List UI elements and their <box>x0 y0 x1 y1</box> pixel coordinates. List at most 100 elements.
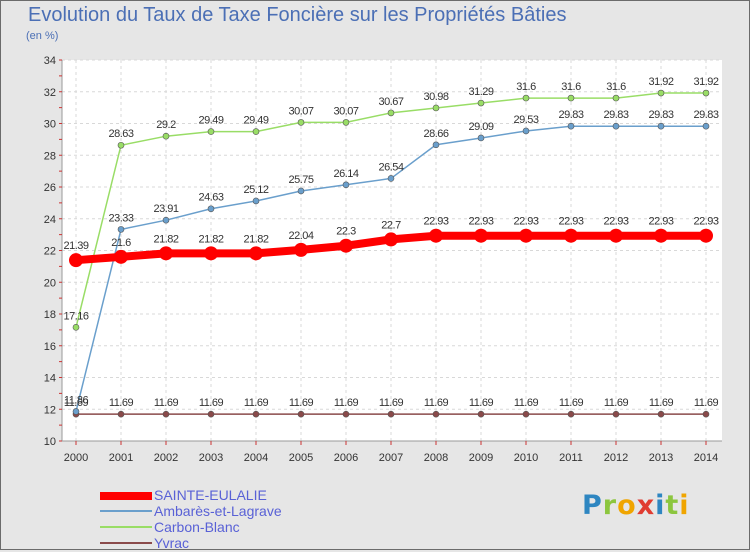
data-point <box>297 187 305 195</box>
data-point <box>477 410 485 418</box>
data-point <box>294 242 308 257</box>
data-label: 21.82 <box>153 233 178 245</box>
data-label: 31.29 <box>468 86 493 98</box>
data-point <box>432 141 440 149</box>
x-tick-label: 2010 <box>514 452 538 464</box>
data-point <box>162 410 170 418</box>
data-point <box>609 228 623 243</box>
data-label: 25.75 <box>288 174 313 186</box>
data-point <box>519 228 533 243</box>
data-point <box>654 228 668 243</box>
data-label: 11.69 <box>379 397 404 409</box>
data-point <box>657 410 665 418</box>
data-point <box>702 89 710 97</box>
x-tick-label: 2005 <box>289 452 313 464</box>
data-point <box>432 104 440 112</box>
data-point <box>387 410 395 418</box>
data-point <box>342 119 350 126</box>
y-tick-label: 16 <box>44 341 56 353</box>
data-point <box>612 94 620 102</box>
data-point <box>117 141 125 149</box>
data-point <box>297 410 305 418</box>
data-label: 21.39 <box>63 240 88 252</box>
data-label: 17.16 <box>63 310 88 322</box>
data-point <box>612 122 620 130</box>
data-label: 29.2 <box>156 119 176 131</box>
data-label: 11.69 <box>334 397 359 409</box>
data-point <box>567 410 575 418</box>
data-point <box>657 89 665 97</box>
data-point <box>564 228 578 243</box>
x-tick-label: 2008 <box>424 452 448 464</box>
data-label: 22.93 <box>558 216 583 228</box>
data-label: 21.6 <box>111 237 131 249</box>
data-point <box>342 410 350 418</box>
data-point <box>162 132 170 140</box>
data-label: 28.63 <box>108 128 133 140</box>
x-tick-label: 2001 <box>109 452 133 464</box>
data-label: 11.69 <box>289 397 314 409</box>
data-label: 24.63 <box>198 192 223 204</box>
y-tick-label: 34 <box>44 55 56 67</box>
data-point <box>117 226 125 233</box>
data-label: 29.49 <box>198 115 223 127</box>
data-label: 22.93 <box>603 216 628 228</box>
data-point <box>699 228 713 243</box>
data-point <box>204 246 218 261</box>
data-label: 11.69 <box>154 397 179 409</box>
data-point <box>114 249 128 264</box>
data-point <box>702 410 710 418</box>
data-point <box>477 134 485 142</box>
data-label: 11.69 <box>514 397 539 409</box>
data-point <box>252 197 260 205</box>
data-point <box>69 253 83 268</box>
data-label: 31.6 <box>516 81 536 93</box>
data-label: 22.93 <box>468 216 493 228</box>
data-label: 22.93 <box>648 216 673 228</box>
data-label: 30.98 <box>423 91 448 103</box>
data-label: 26.54 <box>378 161 403 173</box>
data-label: 21.82 <box>198 233 223 245</box>
data-label: 11.69 <box>64 397 89 409</box>
data-label: 29.53 <box>513 114 538 126</box>
data-point <box>522 410 530 418</box>
data-label: 21.82 <box>243 233 268 245</box>
data-label: 29.09 <box>468 121 493 133</box>
data-point <box>387 109 395 117</box>
data-point <box>72 408 80 415</box>
data-point <box>384 232 398 247</box>
x-tick-label: 2007 <box>379 452 403 464</box>
x-tick-label: 2004 <box>244 452 268 464</box>
legend-swatch <box>100 542 152 544</box>
data-label: 29.83 <box>603 109 628 121</box>
data-label: 11.86 <box>64 394 89 406</box>
data-point <box>207 410 215 418</box>
y-tick-label: 22 <box>44 246 56 258</box>
data-label: 31.92 <box>648 76 673 88</box>
y-tick-label: 30 <box>44 119 56 131</box>
x-tick-label: 2003 <box>199 452 223 464</box>
x-tick-label: 2009 <box>469 452 493 464</box>
legend-label: Ambarès-et-Lagrave <box>154 503 282 519</box>
data-point <box>207 128 215 135</box>
data-label: 30.07 <box>333 105 358 117</box>
y-tick-label: 24 <box>44 214 56 226</box>
data-label: 22.93 <box>423 216 448 228</box>
data-point <box>522 94 530 102</box>
data-label: 29.83 <box>648 109 673 121</box>
data-point <box>342 181 350 189</box>
x-tick-label: 2000 <box>64 452 88 464</box>
legend-swatch <box>100 526 152 528</box>
data-point <box>162 216 170 224</box>
data-label: 22.04 <box>288 230 313 242</box>
data-label: 11.69 <box>694 397 719 409</box>
data-point <box>477 99 485 107</box>
unit-label: (en %) <box>26 30 59 42</box>
data-label: 29.49 <box>243 115 268 127</box>
y-tick-label: 18 <box>44 309 56 321</box>
data-label: 30.67 <box>378 96 403 108</box>
data-label: 11.69 <box>469 397 494 409</box>
data-point <box>297 119 305 126</box>
x-tick-label: 2006 <box>334 452 358 464</box>
data-point <box>432 410 440 418</box>
